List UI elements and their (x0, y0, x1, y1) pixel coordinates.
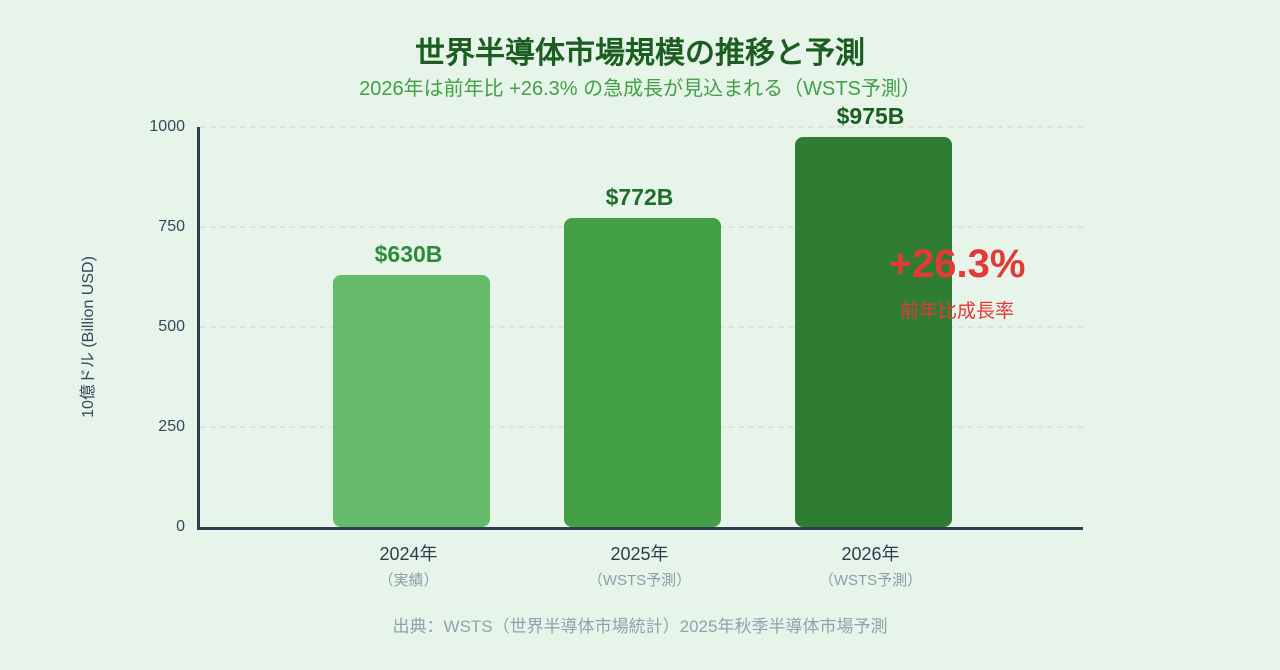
bar-value-label-2025年: $772B (605, 184, 674, 211)
bar-2024年 (333, 275, 490, 527)
growth-annotation: +26.3% 前年比成長率 (889, 242, 1026, 323)
xtick-2025年: 2025年 （WSTS予測） (520, 540, 760, 590)
ytick-label-500: 500 (158, 318, 185, 335)
growth-annotation-label: 前年比成長率 (899, 301, 1014, 322)
xtick-2026年: 2026年 （WSTS予測） (751, 540, 991, 590)
xtick-2024年: 2024年 （実績） (289, 540, 529, 590)
growth-annotation-value: +26.3% (888, 242, 1026, 286)
xtick-year-label: 2026年 (841, 544, 900, 564)
gridline-1000 (200, 126, 1083, 128)
bar-2026年 (795, 137, 952, 527)
xtick-year-label: 2025年 (610, 544, 669, 564)
xtick-sub-label: （WSTS予測） (587, 572, 692, 589)
xtick-year-label: 2024年 (379, 544, 438, 564)
chart-title: 世界半導体市場規模の推移と予測 (415, 37, 865, 70)
source-note: 出典：WSTS（世界半導体市場統計）2025年秋季半導体市場予測 (392, 617, 888, 636)
xtick-sub-label: （実績） (378, 572, 439, 589)
ytick-label-250: 250 (158, 418, 185, 435)
bar-2025年 (564, 218, 721, 527)
chart-subtitle: 2026年は前年比 +26.3% の急成長が見込まれる（WSTS予測） (359, 78, 921, 100)
ytick-label-750: 750 (158, 218, 185, 235)
ytick-label-0: 0 (176, 518, 185, 535)
bar-value-label-2024年: $630B (374, 241, 443, 267)
y-axis-title: 10億ドル (Billion USD) (80, 256, 97, 418)
bar-value-label-2026年: $975B (836, 103, 905, 129)
plot-area (197, 126, 1083, 530)
xtick-sub-label: （WSTS予測） (818, 572, 923, 589)
ytick-label-1000: 1000 (149, 118, 185, 135)
